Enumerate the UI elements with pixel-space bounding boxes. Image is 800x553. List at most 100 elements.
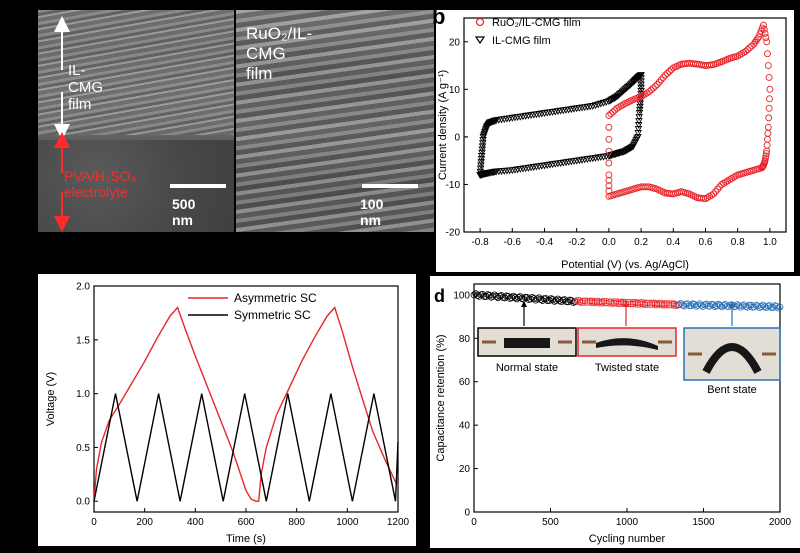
- panel-label-d: d: [434, 286, 445, 306]
- bent-point: [769, 304, 777, 311]
- ruo2-point: [607, 110, 615, 118]
- twisted-point: [585, 299, 592, 306]
- il-cmg-point: [477, 152, 486, 160]
- normal-point: [508, 294, 516, 302]
- normal-point: [470, 291, 478, 299]
- bent-point: [677, 299, 685, 307]
- ruo2-point: [661, 71, 669, 79]
- ruo2-point: [756, 30, 764, 38]
- ruo2-point: [755, 33, 763, 41]
- y-axis-label: Voltage (V): [45, 372, 57, 426]
- ruo2-point: [605, 112, 613, 119]
- normal-point: [501, 294, 509, 302]
- twisted-point: [647, 301, 654, 308]
- ruo2-point: [764, 135, 771, 143]
- y-tick-label: 0.5: [76, 443, 90, 454]
- y-tick-label: 100: [453, 290, 470, 301]
- legend-marker-il-cmg: [474, 36, 486, 45]
- ruo2-point: [716, 183, 724, 191]
- il-cmg-point: [605, 98, 613, 106]
- ruo2-point: [750, 40, 758, 48]
- x-tick-label: 1000: [616, 517, 639, 528]
- y-tick-label: 80: [459, 334, 471, 345]
- x-tick-label: 0.4: [666, 237, 680, 248]
- layered-structure: [236, 10, 434, 232]
- y-tick-label: 20: [459, 464, 471, 475]
- normal-point: [557, 298, 565, 306]
- twisted-point: [626, 299, 633, 306]
- inset-label-twisted: Twisted state: [595, 362, 659, 374]
- y-tick-label: 10: [449, 85, 461, 96]
- y-axis-label: Capacitance retention (%): [435, 334, 447, 461]
- normal-point: [489, 292, 497, 300]
- x-tick-label: 0: [471, 517, 477, 528]
- x-tick-label: 800: [288, 517, 305, 528]
- normal-point: [530, 295, 538, 302]
- il-cmg-point: [607, 96, 616, 104]
- thickness-arrows: [54, 16, 70, 232]
- bent-point: [721, 300, 729, 308]
- ruo2-point: [765, 73, 773, 81]
- film-layer: [38, 10, 234, 135]
- panel-c: 0 200 400 600 800 1000 1200 0.0 0.5 1.0 1.5 2.0 Time…: [38, 274, 416, 546]
- y-tick-label: 20: [449, 37, 461, 48]
- x-tick-label: -0.2: [568, 237, 586, 248]
- ruo2-point: [763, 147, 771, 155]
- il-cmg-point: [618, 88, 627, 96]
- bent-point: [750, 303, 758, 311]
- bent-point: [738, 302, 746, 310]
- x-axis-label: Potential (V) (vs. Ag/AgCl): [561, 259, 689, 271]
- normal-point: [551, 297, 558, 305]
- x-tick-label: 200: [136, 517, 153, 528]
- ruo2-point: [605, 176, 613, 184]
- y-tick-label: 40: [459, 421, 471, 432]
- normal-point: [545, 297, 553, 304]
- ruo2-point: [763, 38, 771, 46]
- legend-label-il-cmg: IL-CMG film: [492, 35, 551, 47]
- il-cmg-point: [478, 143, 487, 151]
- ruo2-point: [765, 104, 773, 112]
- ruo2-point: [761, 30, 769, 37]
- film-strip: [702, 343, 762, 374]
- y-tick-label: 1.0: [76, 389, 90, 400]
- x-tick-label: 600: [238, 517, 255, 528]
- bent-point: [774, 304, 782, 312]
- il-cmg-point: [613, 93, 621, 101]
- ruo2-point: [766, 85, 774, 93]
- x-tick-label: -0.4: [536, 237, 554, 248]
- ruo2-point: [605, 192, 613, 200]
- il-cmg-point: [635, 110, 644, 118]
- x-axis-label: Time (s): [226, 533, 266, 545]
- ruo2-point: [663, 69, 671, 77]
- twisted-point: [667, 302, 674, 309]
- scale-bar-right: [362, 184, 418, 188]
- asymmetric-sc-line: [93, 306, 399, 502]
- x-tick-label: 0.2: [634, 237, 648, 248]
- x-tick-label: 500: [542, 517, 559, 528]
- panel-b: -0.8 -0.6 -0.4 -0.2 0.0 0.2 0.4 0.6 0.8 1.0 -20 -10…: [432, 4, 794, 272]
- twisted-point: [602, 300, 609, 306]
- x-tick-label: 2000: [769, 517, 792, 528]
- scale-label-right: 100 nm: [360, 196, 384, 228]
- bent-point: [740, 301, 748, 309]
- bent-point: [720, 301, 727, 309]
- ruo2-point: [764, 123, 772, 131]
- ruo2-point: [605, 123, 613, 131]
- bent-point: [744, 303, 751, 311]
- ruo2-point: [605, 135, 613, 143]
- normal-point: [504, 292, 512, 300]
- x-tick-label: 1500: [692, 517, 715, 528]
- normal-point: [523, 294, 531, 301]
- normal-point: [486, 291, 493, 299]
- bent-point: [706, 302, 714, 310]
- bent-point: [718, 303, 726, 311]
- normal-point: [492, 293, 500, 300]
- twisted-point: [614, 299, 621, 306]
- y-tick-label: -10: [446, 180, 461, 191]
- ruo2-point: [605, 159, 613, 167]
- plot-frame: [463, 17, 787, 233]
- x-tick-label: -0.8: [471, 237, 489, 248]
- ruo2-point: [766, 95, 773, 103]
- il-cmg-point: [635, 114, 643, 122]
- normal-point: [568, 297, 575, 304]
